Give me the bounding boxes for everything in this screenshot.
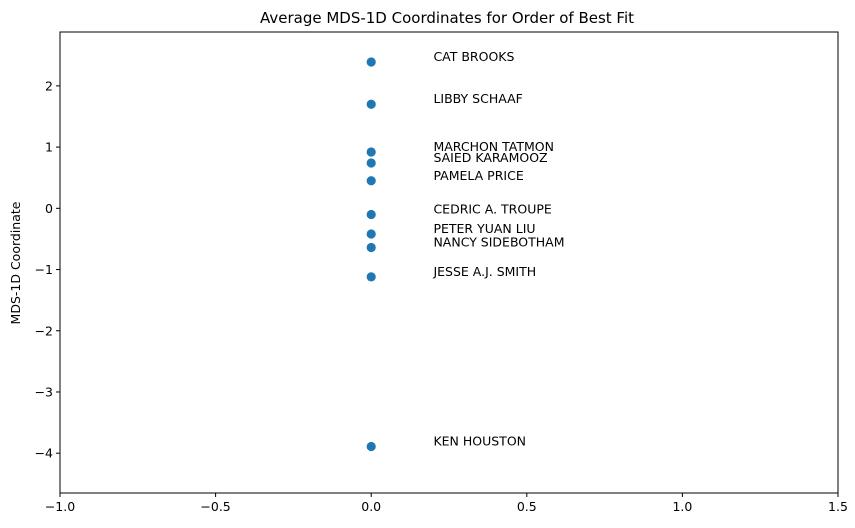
y-tick-label: 1 — [45, 140, 53, 155]
y-tick-label: −2 — [35, 323, 53, 338]
x-tick-label: 1.0 — [672, 499, 692, 514]
y-tick-label: −4 — [35, 446, 53, 461]
data-point — [366, 242, 376, 253]
point-label: CAT BROOKS — [433, 49, 514, 64]
data-point — [366, 147, 376, 157]
point-label: CEDRIC A. TROUPE — [433, 201, 551, 216]
x-tick-label: 1.5 — [828, 499, 848, 514]
data-point — [366, 272, 376, 282]
y-tick-label: −1 — [35, 262, 53, 277]
point-label: LIBBY SCHAAF — [433, 91, 522, 106]
x-tick-label: 0.5 — [517, 499, 537, 514]
point-label: PAMELA PRICE — [433, 168, 523, 183]
point-label: SAIED KARAMOOZ — [433, 150, 547, 165]
point-label: NANCY SIDEBOTHAM — [433, 235, 564, 250]
plot-area: −1.0 −0.5 0.0 0.5 1.0 1.5 2 1 0 −1 −2 −3 −4 CAT BROOK… — [35, 31, 848, 514]
y-tick-label: 2 — [45, 78, 53, 93]
data-point — [366, 176, 376, 186]
data-point — [366, 441, 376, 452]
data-point — [366, 209, 376, 220]
data-point — [366, 57, 376, 67]
point-label: PETER YUAN LIU — [433, 221, 535, 236]
chart-title: Average MDS-1D Coordinates for Order of … — [260, 9, 634, 27]
point-label: KEN HOUSTON — [433, 433, 526, 448]
x-tick-label: 0.0 — [361, 499, 381, 514]
x-tick-label: −0.5 — [200, 499, 230, 514]
data-point — [366, 158, 376, 168]
y-tick-label: 0 — [45, 201, 53, 216]
point-label: JESSE A.J. SMITH — [432, 264, 536, 279]
x-tick-label: −1.0 — [45, 499, 75, 514]
y-axis-label: MDS-1D Coordinate — [8, 201, 23, 324]
point-label: MARCHON TATMON — [433, 139, 554, 154]
data-point — [366, 99, 376, 109]
y-tick-label: −3 — [35, 384, 53, 399]
plot-frame — [59, 31, 839, 494]
data-point — [366, 229, 376, 239]
